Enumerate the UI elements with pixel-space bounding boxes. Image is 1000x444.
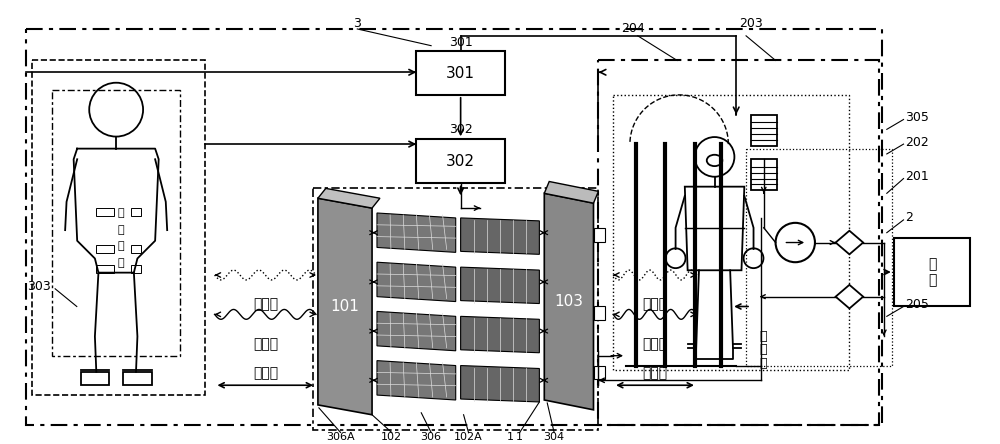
Text: 101: 101 (330, 299, 359, 314)
Polygon shape (461, 365, 539, 402)
Text: 2: 2 (905, 211, 913, 224)
FancyBboxPatch shape (894, 238, 970, 306)
Text: 302: 302 (446, 155, 475, 169)
Bar (131, 246, 141, 254)
Text: 305: 305 (905, 111, 929, 124)
Text: 3: 3 (353, 16, 361, 30)
Text: 热: 热 (118, 258, 124, 268)
Polygon shape (377, 213, 456, 252)
Text: 202: 202 (905, 135, 929, 149)
Text: 102: 102 (381, 432, 402, 442)
Text: 服: 服 (759, 357, 767, 370)
Polygon shape (377, 361, 456, 400)
Text: 环
境: 环 境 (928, 257, 936, 287)
Text: 205: 205 (905, 298, 929, 311)
Text: 躯: 躯 (118, 208, 124, 218)
Text: 热对流: 热对流 (642, 297, 667, 312)
Text: 热对流: 热对流 (253, 297, 278, 312)
Text: 204: 204 (621, 23, 645, 36)
Text: 303: 303 (28, 280, 51, 293)
Text: 热辐射: 热辐射 (642, 366, 667, 381)
Text: 热辐射: 热辐射 (253, 366, 278, 381)
Bar (131, 208, 141, 216)
Bar (81, 372, 109, 385)
Text: 306: 306 (421, 432, 442, 442)
Polygon shape (318, 198, 372, 415)
Polygon shape (544, 193, 594, 410)
Bar (96, 265, 114, 273)
Text: 304: 304 (544, 432, 565, 442)
Text: 产: 产 (118, 242, 124, 251)
Text: 103: 103 (554, 294, 583, 309)
Text: 203: 203 (739, 16, 763, 30)
Text: 301: 301 (446, 66, 475, 81)
Text: 干: 干 (118, 225, 124, 235)
Text: 302: 302 (449, 123, 473, 136)
Polygon shape (461, 218, 539, 254)
Bar (96, 246, 114, 254)
Polygon shape (836, 285, 863, 309)
Polygon shape (836, 231, 863, 254)
Polygon shape (377, 311, 456, 351)
FancyBboxPatch shape (416, 51, 505, 95)
FancyBboxPatch shape (416, 139, 505, 183)
Bar (751, 159, 777, 190)
Bar (131, 265, 141, 273)
Bar (594, 365, 605, 379)
Polygon shape (461, 267, 539, 304)
Text: 201: 201 (905, 170, 929, 183)
Text: 306A: 306A (326, 432, 355, 442)
Text: 301: 301 (449, 36, 473, 49)
Bar (751, 115, 777, 146)
Text: 102A: 102A (454, 432, 483, 442)
Text: 热传导: 热传导 (253, 337, 278, 351)
Text: 防: 防 (759, 329, 767, 342)
Polygon shape (461, 316, 539, 353)
Bar (96, 208, 114, 216)
Text: 护: 护 (759, 343, 767, 356)
Text: 热传导: 热传导 (642, 337, 667, 351)
Bar (123, 372, 152, 385)
Text: 1: 1 (506, 432, 513, 442)
Bar (594, 228, 605, 242)
Polygon shape (318, 188, 380, 208)
Polygon shape (377, 262, 456, 301)
Polygon shape (544, 182, 598, 203)
Text: 1: 1 (516, 432, 523, 442)
Bar (594, 306, 605, 320)
